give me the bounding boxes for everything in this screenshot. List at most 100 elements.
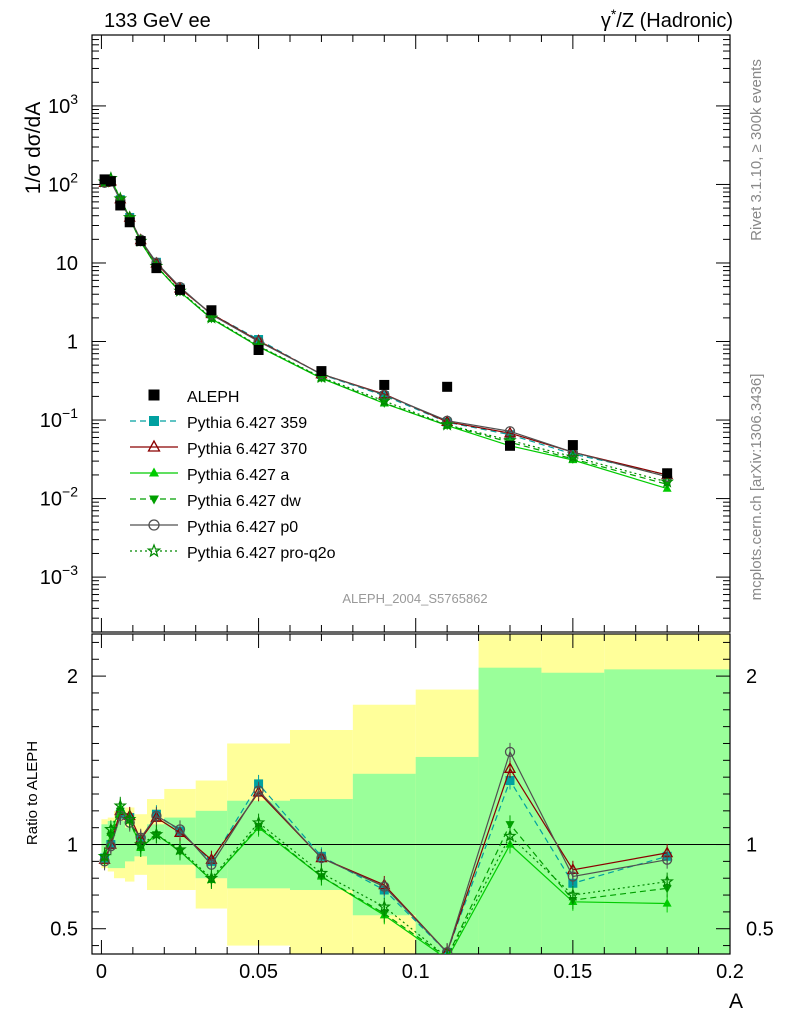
data-point-aleph — [115, 200, 126, 211]
legend-marker-aleph — [148, 389, 160, 401]
main-y-tick-label: 10−2 — [40, 484, 78, 511]
legend-label-pydw: Pythia 6.427 dw — [187, 493, 301, 510]
tick-exponent: −1 — [62, 405, 78, 421]
ratio-point-pyproq2o — [149, 827, 164, 841]
ratio-point-pyproq2o — [173, 842, 187, 856]
main-series-line-pyproq2o — [104, 177, 668, 483]
main-point-pyp0 — [379, 389, 390, 400]
main-series-line-pydw — [104, 178, 668, 485]
data-point-aleph — [99, 174, 110, 185]
ratio-point-pyp0 — [661, 854, 673, 865]
tick-base: 10 — [40, 489, 62, 511]
ratio-axis-ticks — [92, 634, 731, 954]
main-point-pydw — [442, 422, 452, 431]
tick-base: 10 — [48, 96, 70, 118]
ratio-point-pyproq2o — [566, 888, 580, 901]
legend-label-pya: Pythia 6.427 a — [187, 467, 289, 484]
ratio-point-pyproq2o — [97, 849, 112, 863]
ratio-y-tick-label: 1 — [67, 835, 78, 857]
ratio-point-pyproq2o — [377, 899, 392, 913]
ratio-point-pya — [662, 898, 672, 907]
data-point-aleph — [505, 440, 515, 451]
x-tick-label: 0.2 — [716, 961, 744, 983]
main-point-pyproq2o — [204, 310, 219, 324]
data-point-aleph — [442, 381, 453, 392]
main-y-tick-label: 1 — [67, 332, 78, 354]
ratio-y-tick-label-right: 1 — [746, 835, 757, 857]
ratio-point-pyproq2o — [104, 822, 118, 836]
ratio-series-group — [97, 742, 674, 962]
mcplots-label: mcplots.cern.ch [arXiv:1306.3436] — [748, 374, 765, 601]
main-point-pyproq2o — [566, 449, 580, 463]
main-panel-frame — [91, 34, 731, 633]
main-axis-ticks — [92, 34, 731, 633]
legend: ALEPH Pythia 6.427 359 Pythia 6.427 370 Pyt… — [130, 389, 336, 562]
tick-exponent: 3 — [70, 91, 78, 107]
ratio-uncertainty-bands — [101, 634, 730, 954]
ratio-point-pyproq2o — [113, 798, 128, 812]
data-point-aleph — [662, 468, 673, 479]
ratio-point-pyproq2o — [660, 874, 674, 888]
main-series-group — [97, 171, 674, 492]
data-point-aleph — [316, 366, 327, 377]
tick-base: 10 — [40, 410, 62, 432]
band-inner-bin — [541, 672, 605, 954]
ratio-point-pyproq2o — [133, 837, 148, 851]
ratio-point-pyp0 — [441, 947, 453, 954]
data-point-aleph — [567, 440, 578, 451]
main-point-py359 — [568, 449, 578, 459]
legend-label-pyp0: Pythia 6.427 p0 — [187, 519, 298, 536]
ratio-point-pyproq2o — [503, 828, 517, 842]
ratio-point-py359 — [505, 776, 515, 786]
main-data-points — [99, 174, 673, 479]
legend-label-aleph: ALEPH — [187, 389, 239, 406]
ratio-point-pya — [443, 954, 452, 962]
band-inner-bin — [478, 667, 542, 954]
legend-label-py359: Pythia 6.427 359 — [187, 415, 307, 432]
legend-marker-pyp0 — [148, 519, 160, 531]
ratio-point-pyp0 — [504, 746, 516, 758]
tick-base: 10 — [40, 567, 62, 589]
ratio-point-pyproq2o — [122, 812, 137, 826]
data-point-aleph — [135, 236, 146, 247]
main-y-tick-label: 102 — [48, 169, 78, 196]
data-point-aleph — [253, 344, 264, 355]
main-series-line-pyp0 — [104, 180, 668, 478]
band-inner-bin — [415, 756, 479, 954]
plot-title-left: 133 GeV ee — [104, 10, 211, 32]
ratio-point-pyp0 — [151, 810, 162, 822]
ratio-point-pyp0 — [253, 785, 264, 796]
tick-exponent: 2 — [70, 169, 78, 185]
main-point-pyproq2o — [440, 417, 454, 431]
legend-marker-pydw — [149, 495, 159, 505]
main-point-pyproq2o — [377, 393, 392, 407]
ratio-point-pyp0 — [379, 881, 390, 892]
x-tick-label: 0.15 — [553, 961, 592, 983]
tick-base: 1 — [67, 332, 78, 354]
legend-marker-py359 — [149, 416, 159, 426]
ratio-point-pyproq2o — [314, 866, 329, 879]
ratio-point-pyp0 — [567, 871, 579, 882]
ratio-point-pydw — [505, 821, 515, 830]
ratio-y-tick-labels: 0.5 0.5 1 1 2 2 — [50, 666, 774, 941]
ratio-point-pyproq2o — [204, 871, 219, 885]
legend-marker-py370 — [147, 439, 161, 452]
main-y-tick-label: 10−1 — [40, 405, 78, 432]
x-tick-label: 0.05 — [239, 961, 278, 983]
ratio-y-axis-label: Ratio to ALEPH — [24, 741, 41, 845]
data-point-aleph — [124, 217, 135, 228]
legend-marker-pyproq2o — [146, 543, 162, 558]
data-point-aleph — [151, 263, 162, 274]
x-tick-label: 0.1 — [402, 961, 430, 983]
data-point-aleph — [175, 284, 185, 295]
tick-exponent: −3 — [62, 562, 78, 578]
x-axis-label: A — [729, 990, 743, 1013]
data-point-aleph — [206, 305, 217, 316]
analysis-id-label: ALEPH_2004_S5765862 — [342, 591, 487, 606]
tick-base: 10 — [56, 253, 78, 275]
tick-base: 10 — [48, 174, 70, 196]
ratio-y-tick-label: 0.5 — [50, 919, 78, 941]
